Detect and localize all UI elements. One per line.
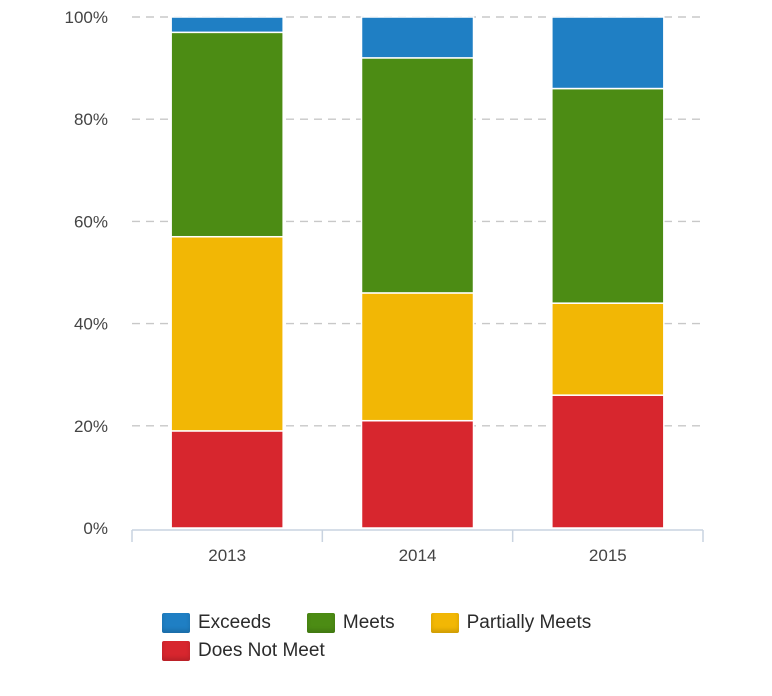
x-tick-label: 2013 — [208, 546, 246, 565]
bar-segment-partially-meets-2015[interactable] — [551, 302, 665, 396]
y-tick-label: 100% — [65, 8, 108, 27]
y-tick-label: 80% — [74, 110, 108, 129]
bar-segment-does-not-meet-2015[interactable] — [551, 394, 665, 529]
legend-label-exceeds: Exceeds — [198, 612, 271, 633]
y-tick-label: 0% — [83, 519, 108, 538]
bar-segment-exceeds-2014[interactable] — [360, 16, 475, 59]
legend-swatch-meets — [306, 613, 335, 633]
legend-label-partially-meets: Partially Meets — [466, 612, 592, 633]
x-tick-label: 2014 — [399, 546, 437, 565]
y-tick-label: 60% — [74, 212, 108, 231]
legend: Exceeds Meets Partially Meets Does Not M… — [162, 612, 632, 662]
legend-item-does-not-meet[interactable]: Does Not Meet — [162, 640, 325, 662]
legend-item-partially-meets[interactable]: Partially Meets — [430, 612, 592, 634]
legend-swatch-exceeds — [162, 613, 190, 633]
bar-segment-does-not-meet-2014[interactable] — [360, 419, 475, 529]
legend-item-exceeds[interactable]: Exceeds — [162, 612, 271, 634]
bar-segment-exceeds-2013[interactable] — [170, 16, 284, 34]
legend-item-meets[interactable]: Meets — [306, 612, 395, 634]
y-tick-label: 20% — [74, 417, 108, 436]
bar-segment-meets-2015[interactable] — [551, 87, 665, 304]
bar-segment-meets-2014[interactable] — [360, 57, 475, 294]
bar-segment-meets-2013[interactable] — [170, 31, 284, 238]
bar-segment-does-not-meet-2013[interactable] — [170, 430, 284, 529]
bar-segment-exceeds-2015[interactable] — [551, 16, 665, 90]
legend-swatch-partially-meets — [430, 613, 459, 633]
legend-swatch-does-not-meet — [162, 641, 190, 661]
y-tick-label: 40% — [74, 315, 108, 334]
bar-segment-partially-meets-2014[interactable] — [360, 292, 475, 422]
legend-label-does-not-meet: Does Not Meet — [198, 640, 325, 661]
x-tick-label: 2015 — [589, 546, 627, 565]
bar-segment-partially-meets-2013[interactable] — [170, 235, 284, 432]
legend-label-meets: Meets — [342, 612, 395, 633]
